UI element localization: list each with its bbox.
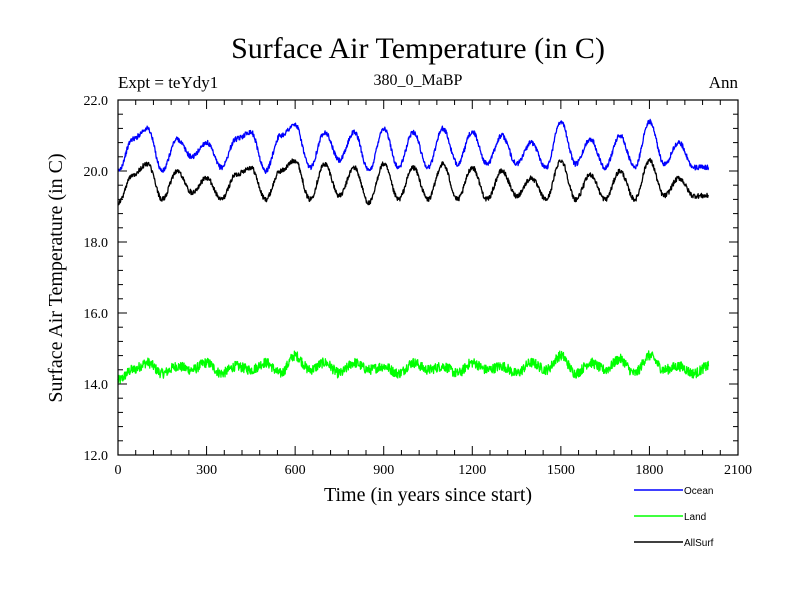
legend: Ocean Land AllSurf	[634, 486, 714, 549]
series-line-land	[117, 350, 710, 384]
x-tick-label: 600	[285, 463, 306, 478]
x-tick-label: 300	[196, 463, 217, 478]
legend-label: Land	[684, 512, 706, 523]
series-line-ocean	[117, 118, 710, 174]
season-label: Ann	[709, 73, 739, 92]
y-tick-label: 18.0	[84, 236, 109, 251]
legend-label: AllSurf	[684, 538, 714, 549]
x-tick-label: 900	[373, 463, 394, 478]
plot-frame	[117, 99, 739, 456]
x-tick-label: 1200	[458, 463, 486, 478]
y-tick-label: 14.0	[84, 378, 109, 393]
y-tick-label: 16.0	[84, 307, 109, 322]
series-line-allsurf	[117, 157, 709, 206]
legend-label: Ocean	[684, 486, 713, 497]
y-tick-label: 12.0	[84, 449, 109, 464]
y-axis-label: Surface Air Temperature (in C)	[45, 153, 67, 402]
x-axis-label: Time (in years since start)	[324, 484, 532, 506]
x-tick-label: 2100	[724, 463, 752, 478]
x-tick-label: 1800	[635, 463, 663, 478]
y-tick-label: 20.0	[84, 165, 109, 180]
chart-title: Surface Air Temperature (in C)	[231, 32, 605, 65]
x-tick-label: 1500	[547, 463, 575, 478]
y-tick-label: 22.0	[84, 94, 109, 109]
period-label: 380_0_MaBP	[374, 72, 463, 89]
series-group	[117, 118, 710, 384]
axis-ticks: 0 300 600 900 1200 1500 1800 2100 12.0 14.0 16.0 18…	[84, 94, 753, 478]
experiment-label: Expt = teYdy1	[118, 73, 218, 92]
x-tick-label: 0	[115, 463, 122, 478]
